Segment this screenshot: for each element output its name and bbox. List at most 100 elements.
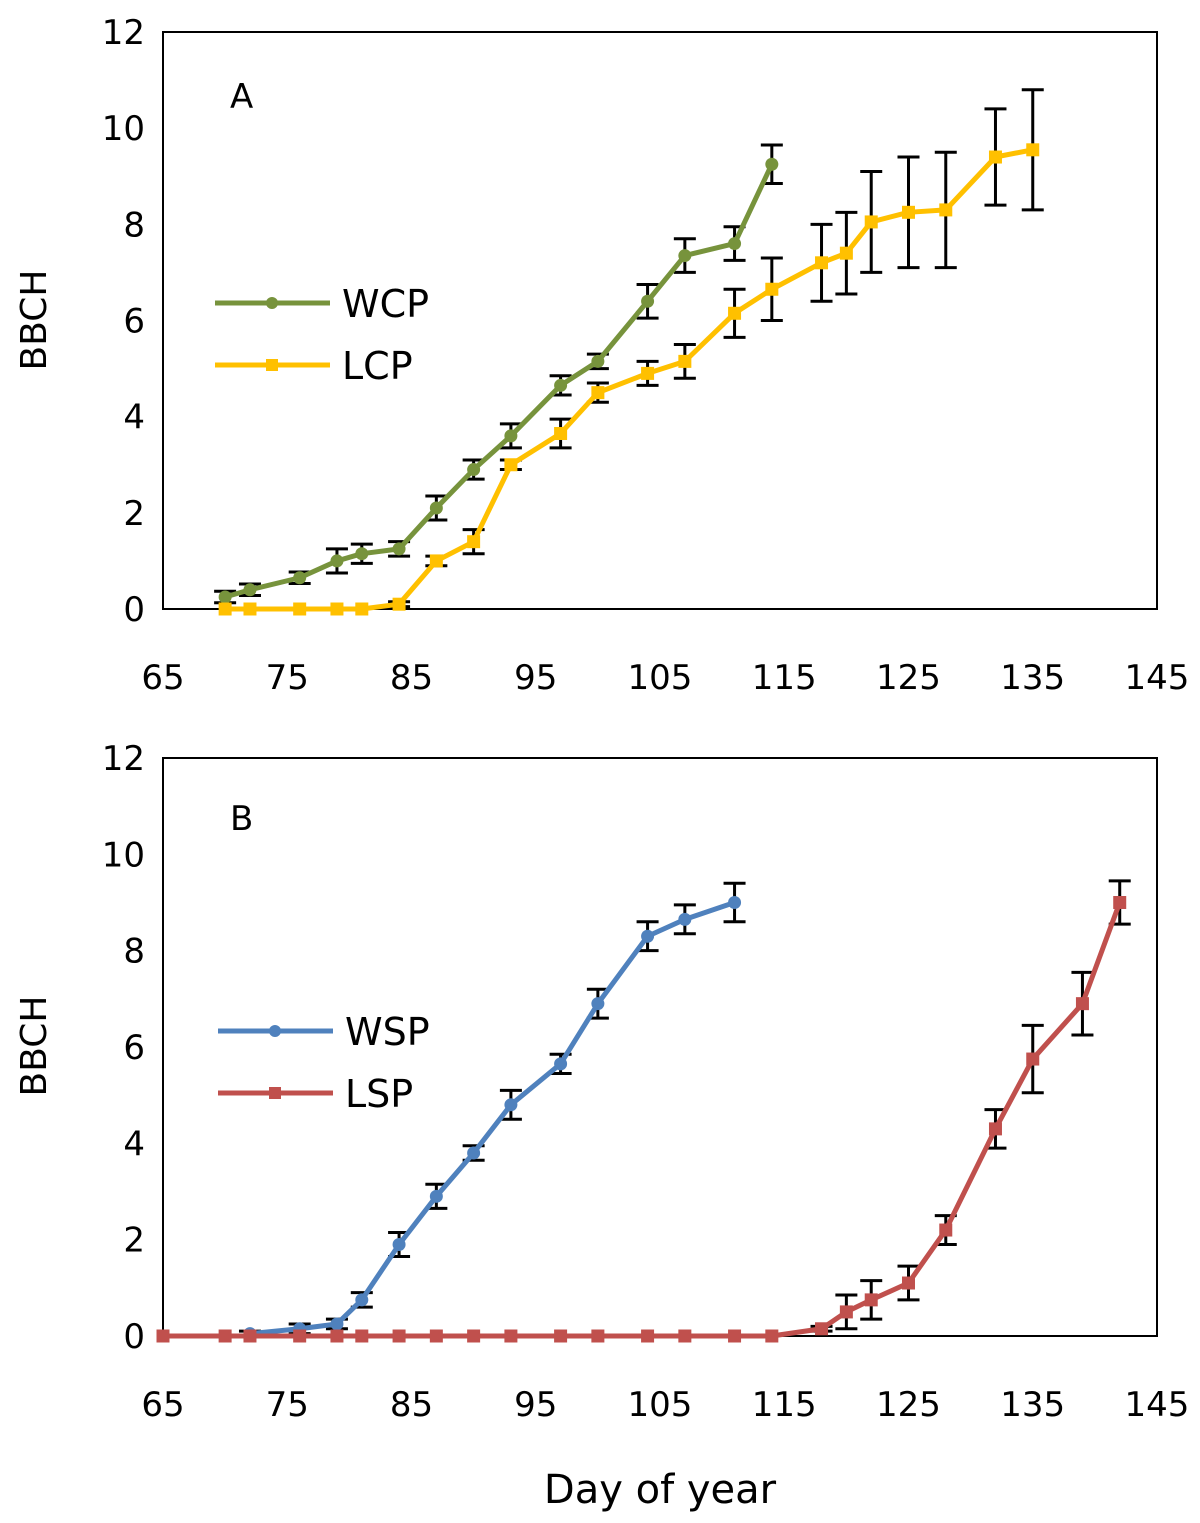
x-tick-label: 75 — [266, 1385, 309, 1425]
y-tick-label: 8 — [123, 205, 145, 245]
x-tick-label: 85 — [390, 1385, 433, 1425]
series-wsp — [238, 881, 746, 1341]
x-tick-label: 115 — [752, 658, 817, 698]
lsp-point — [330, 1329, 344, 1343]
lsp-point — [504, 1329, 518, 1343]
wcp-point — [218, 590, 232, 604]
wsp-point — [591, 997, 605, 1011]
x-tick-label: 115 — [752, 1385, 817, 1425]
lsp-point — [1075, 997, 1089, 1011]
series-lsp — [156, 879, 1131, 1343]
panel-b-series — [156, 879, 1131, 1343]
panel-a-ylabel: BBCH — [14, 270, 55, 371]
lsp-point — [554, 1329, 568, 1343]
x-tick-label: 85 — [390, 658, 433, 698]
x-tick-label: 75 — [266, 658, 309, 698]
wcp-point — [728, 237, 742, 251]
x-tick-label: 105 — [628, 658, 693, 698]
wsp-point — [467, 1146, 481, 1160]
wcp-point — [504, 429, 518, 443]
y-tick-label: 4 — [123, 1124, 145, 1164]
legend-wsp-label: WSP — [345, 1010, 430, 1054]
lcp-point — [678, 354, 692, 368]
lcp-point — [243, 602, 257, 616]
x-tick-label: 135 — [1000, 658, 1065, 698]
x-tick-label: 95 — [514, 1385, 557, 1425]
wcp-point — [641, 294, 655, 308]
lsp-point — [839, 1305, 853, 1319]
wsp-point — [554, 1057, 568, 1071]
x-tick-label: 135 — [1000, 1385, 1065, 1425]
lcp-point — [392, 597, 406, 611]
lcp-point — [864, 215, 878, 229]
lcp-point — [293, 602, 307, 616]
lsp-point — [864, 1293, 878, 1307]
series-lcp — [218, 88, 1044, 616]
lsp-point — [355, 1329, 369, 1343]
y-tick-label: 6 — [123, 1028, 145, 1068]
x-tick-label: 125 — [876, 1385, 941, 1425]
wcp-point — [554, 378, 568, 392]
wcp-point — [591, 354, 605, 368]
wsp-point — [678, 912, 692, 926]
x-tick-label: 145 — [1125, 1385, 1190, 1425]
x-tick-label: 125 — [876, 658, 941, 698]
wcp-point — [293, 571, 307, 585]
wsp-point — [641, 929, 655, 943]
panel-b: B BBCH 0 2 4 6 8 10 12 65 75 85 95 105 115 125 135 145… — [14, 739, 1189, 1513]
wcp-point — [355, 547, 369, 561]
panel-a-plot-area — [162, 31, 1158, 610]
lsp-point — [392, 1329, 406, 1343]
lcp-point — [355, 602, 369, 616]
legend-lcp-marker — [266, 359, 278, 371]
y-tick-label: 8 — [123, 932, 145, 972]
wsp-point — [392, 1237, 406, 1251]
lcp-point — [815, 256, 829, 270]
y-tick-label: 10 — [102, 109, 145, 149]
legend-lsp-marker — [269, 1087, 281, 1099]
y-tick-label: 12 — [102, 739, 145, 779]
legend-wcp-label: WCP — [342, 282, 429, 326]
panel-a-series — [214, 88, 1044, 616]
panel-b-label: B — [230, 799, 253, 839]
lsp-point — [641, 1329, 655, 1343]
y-tick-label: 0 — [123, 590, 145, 630]
x-tick-label: 105 — [628, 1385, 693, 1425]
lcp-point — [467, 535, 481, 549]
legend-lcp-label: LCP — [342, 344, 413, 388]
panel-b-legend: WSP LSP — [218, 1010, 430, 1116]
lsp-point — [815, 1322, 829, 1336]
panel-a-x-tick-labels: 65 75 85 95 105 115 125 135 145 — [141, 658, 1189, 698]
lcp-point — [641, 366, 655, 380]
lcp-point — [330, 602, 344, 616]
y-tick-label: 6 — [123, 302, 145, 342]
x-tick-label: 65 — [141, 1385, 184, 1425]
wcp-point — [429, 501, 443, 515]
wsp-point — [504, 1098, 518, 1112]
x-tick-label: 65 — [141, 658, 184, 698]
x-tick-label: 95 — [514, 658, 557, 698]
legend-wcp-marker — [266, 297, 278, 309]
wcp-point — [765, 157, 779, 171]
panel-a-legend: WCP LCP — [215, 282, 429, 388]
lcp-point — [429, 554, 443, 568]
lsp-point — [765, 1329, 779, 1343]
y-tick-label: 12 — [102, 13, 145, 53]
lcp-line — [225, 147, 1034, 612]
lsp-point — [467, 1329, 481, 1343]
lcp-point — [728, 306, 742, 320]
lcp-point — [218, 602, 232, 616]
y-tick-label: 0 — [123, 1317, 145, 1357]
wcp-point — [467, 463, 481, 477]
lcp-point — [504, 458, 518, 472]
lsp-point — [243, 1329, 257, 1343]
wsp-point — [355, 1293, 369, 1307]
series-wcp — [214, 143, 783, 605]
wsp-point — [728, 896, 742, 909]
lsp-point — [156, 1329, 170, 1343]
panel-b-plot-area — [162, 757, 1158, 1337]
lsp-point — [293, 1329, 307, 1343]
legend-wsp-marker — [269, 1025, 281, 1037]
lsp-point — [591, 1329, 605, 1343]
